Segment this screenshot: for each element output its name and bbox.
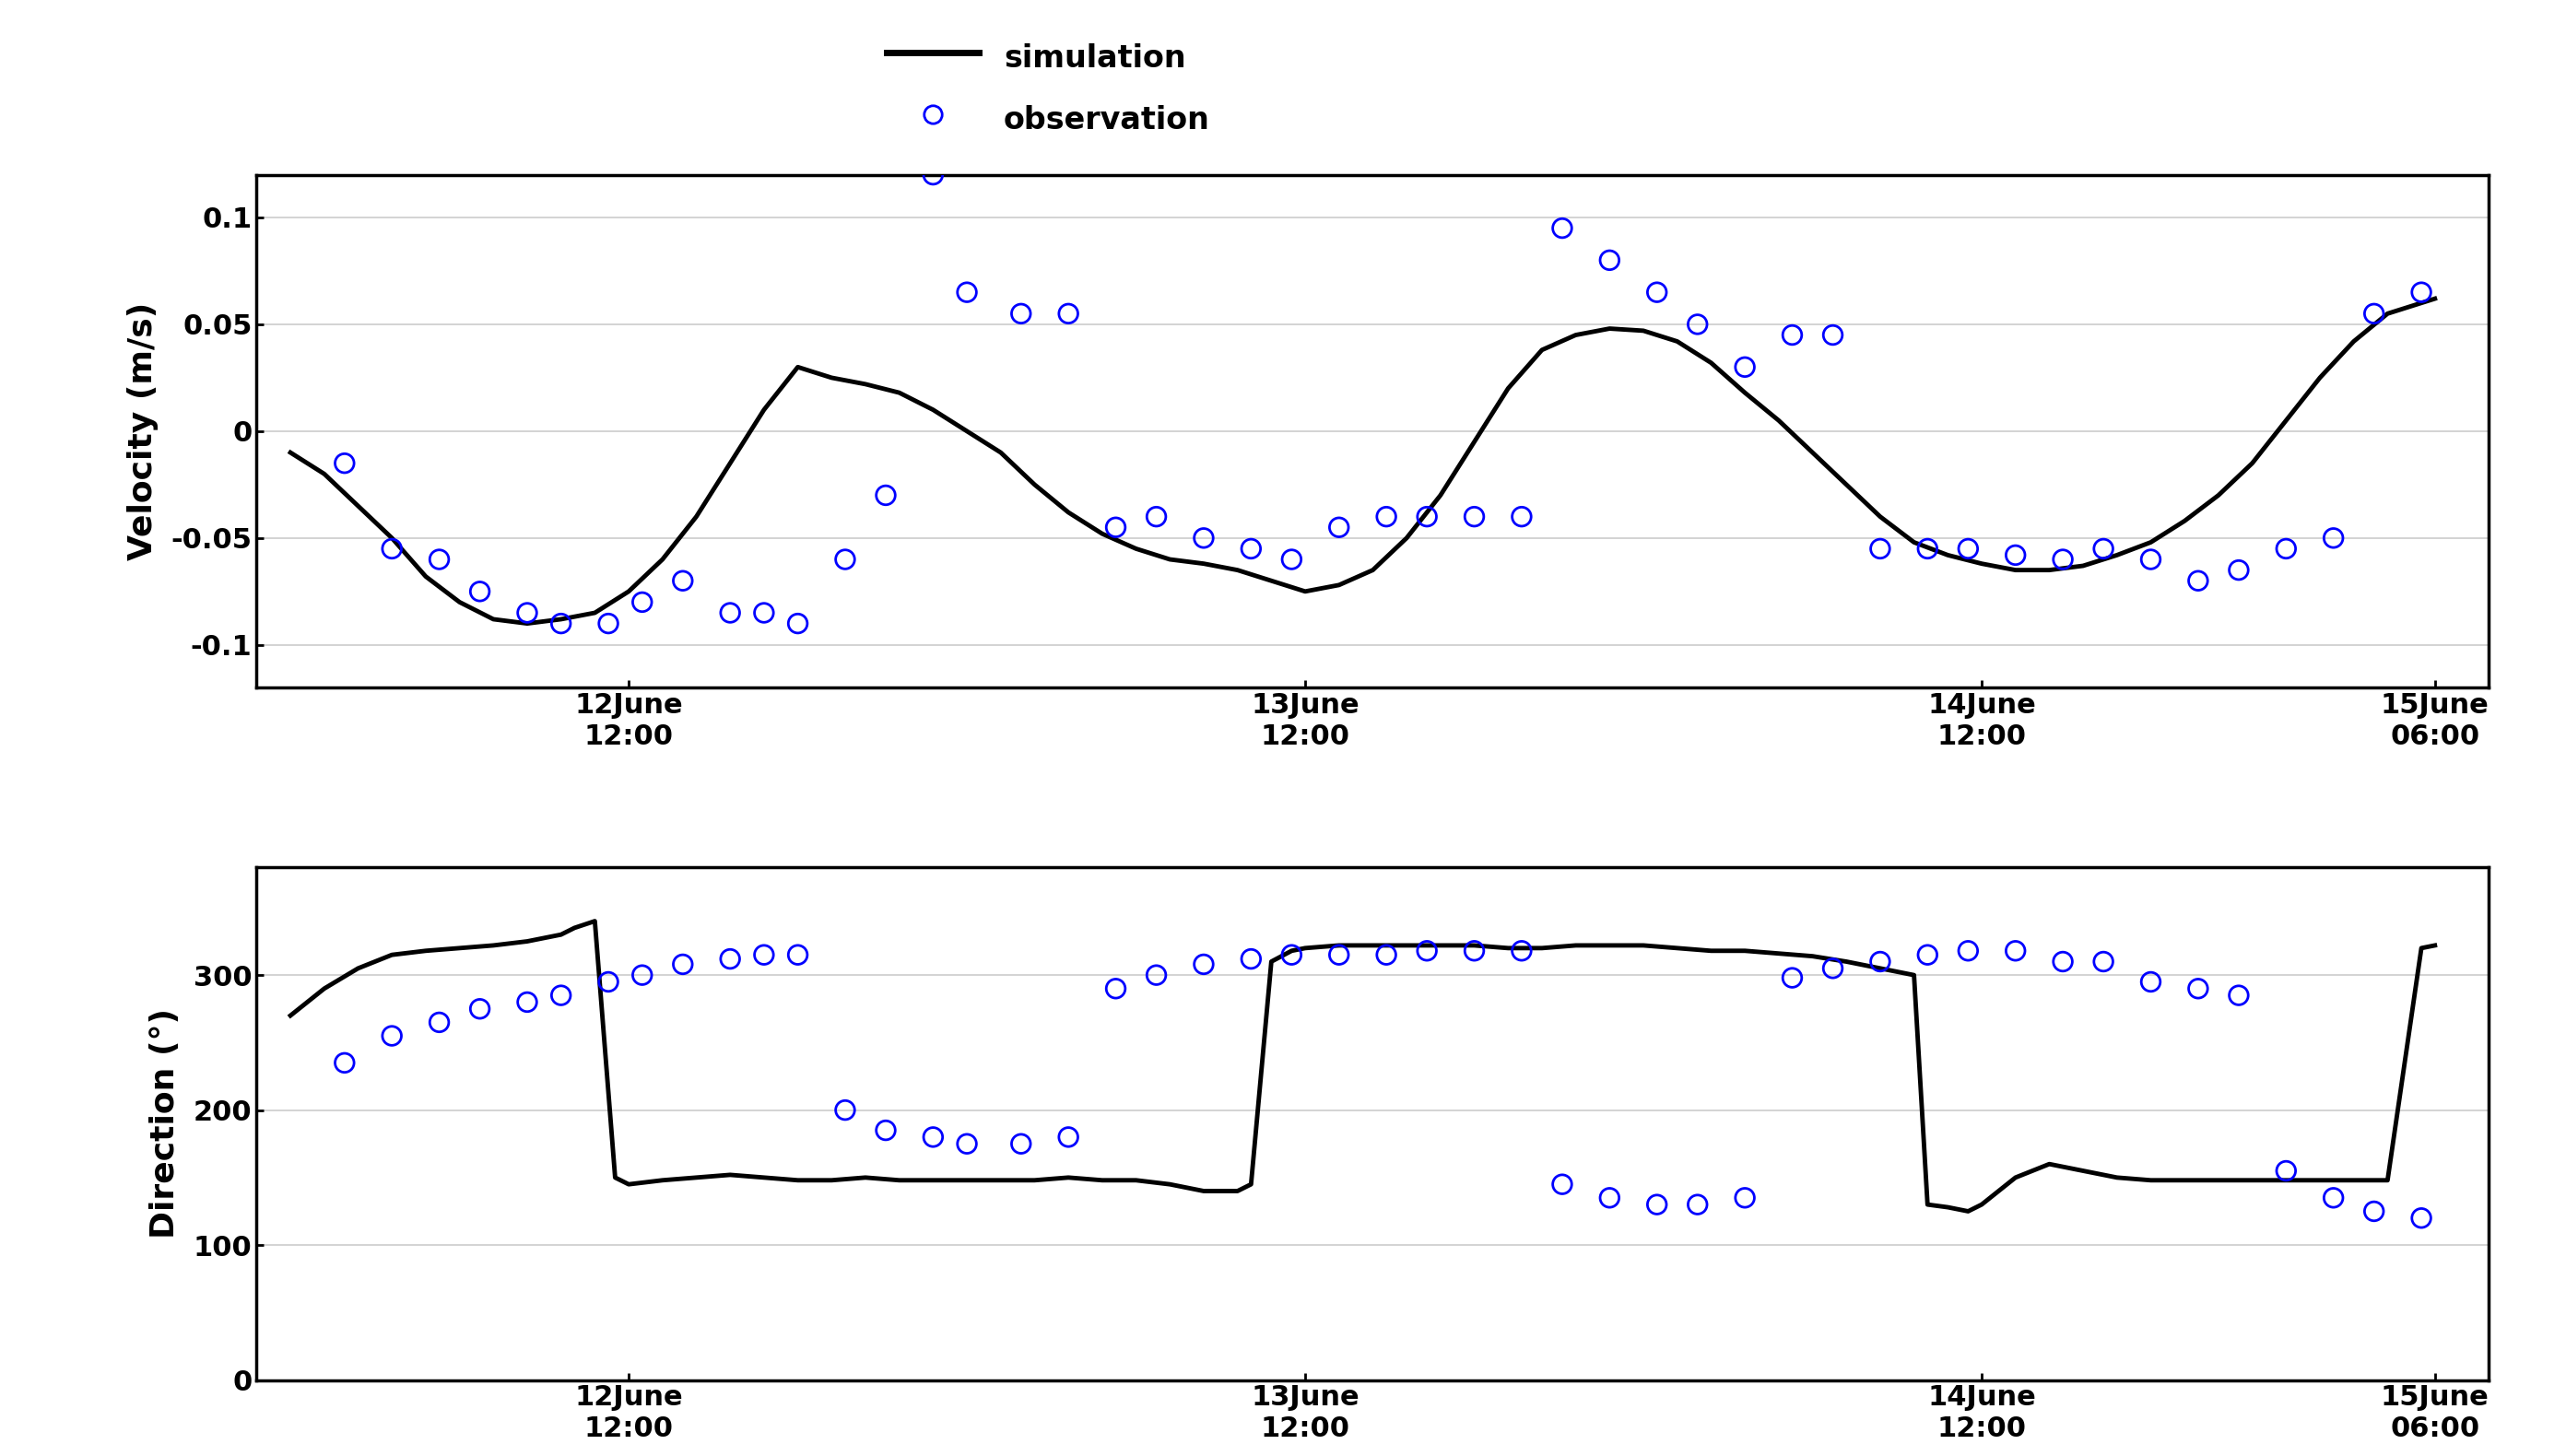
- Point: [1588, 249, 1629, 272]
- Point: [1771, 967, 1812, 990]
- Point: [1183, 952, 1224, 976]
- Point: [418, 547, 459, 571]
- Point: [1542, 1172, 1583, 1195]
- Point: [913, 163, 955, 186]
- Point: [1860, 537, 1901, 561]
- Point: [1406, 939, 1447, 962]
- Point: [1455, 939, 1496, 962]
- Point: [1994, 543, 2035, 566]
- Point: [1771, 323, 1812, 347]
- Point: [1501, 939, 1542, 962]
- Y-axis label: Velocity (m/s): Velocity (m/s): [126, 301, 159, 561]
- Point: [2179, 977, 2220, 1000]
- Point: [711, 601, 752, 625]
- Point: [744, 943, 785, 967]
- Point: [1812, 323, 1853, 347]
- Point: [459, 997, 500, 1021]
- Point: [1542, 217, 1583, 240]
- Point: [1678, 313, 1719, 336]
- Point: [1907, 537, 1948, 561]
- Point: [506, 601, 547, 625]
- Point: [1637, 1192, 1678, 1216]
- Point: [323, 451, 364, 475]
- Point: [662, 569, 703, 593]
- Point: [541, 612, 582, 635]
- Point: [2353, 301, 2394, 325]
- Point: [1047, 1125, 1088, 1149]
- Point: [865, 1118, 906, 1142]
- Point: [2312, 527, 2353, 550]
- Point: [588, 612, 629, 635]
- Point: [2084, 949, 2125, 973]
- Point: [1232, 537, 1273, 561]
- Point: [2217, 984, 2258, 1008]
- Point: [824, 547, 865, 571]
- Point: [2179, 569, 2220, 593]
- Point: [506, 990, 547, 1013]
- Point: [2084, 537, 2125, 561]
- Point: [1678, 1192, 1719, 1216]
- Point: [372, 537, 413, 561]
- Point: [588, 970, 629, 993]
- Point: [947, 281, 988, 304]
- Point: [418, 1010, 459, 1034]
- Point: [777, 943, 819, 967]
- Point: [1096, 977, 1137, 1000]
- Point: [1319, 943, 1360, 967]
- Point: [1047, 301, 1088, 325]
- Point: [1232, 948, 1273, 971]
- Point: [459, 579, 500, 603]
- Point: [2130, 547, 2171, 571]
- Point: [1406, 505, 1447, 529]
- Point: [744, 601, 785, 625]
- Point: [2043, 949, 2084, 973]
- Point: [1096, 515, 1137, 539]
- Point: [1860, 949, 1901, 973]
- Point: [1948, 537, 1989, 561]
- Point: [1724, 1187, 1765, 1210]
- Point: [865, 483, 906, 507]
- Point: [1994, 939, 2035, 962]
- Point: [541, 984, 582, 1008]
- Point: [2043, 547, 2084, 571]
- Point: [1501, 505, 1542, 529]
- Point: [1319, 515, 1360, 539]
- Point: [1365, 505, 1406, 529]
- Point: [2130, 970, 2171, 993]
- Point: [913, 1125, 955, 1149]
- Point: [947, 1133, 988, 1156]
- Point: [1137, 505, 1178, 529]
- Point: [1588, 1187, 1629, 1210]
- Point: [2266, 1159, 2307, 1182]
- Point: [662, 952, 703, 976]
- Point: [372, 1024, 413, 1047]
- Point: [711, 948, 752, 971]
- Point: [1137, 964, 1178, 987]
- Point: [777, 612, 819, 635]
- Point: [2266, 537, 2307, 561]
- Point: [2402, 281, 2443, 304]
- Point: [1948, 939, 1989, 962]
- Point: [621, 964, 662, 987]
- Point: [1724, 355, 1765, 379]
- Y-axis label: Direction (°): Direction (°): [149, 1009, 180, 1239]
- Point: [1001, 1133, 1042, 1156]
- Point: [2312, 1187, 2353, 1210]
- Point: [1907, 943, 1948, 967]
- Point: [824, 1098, 865, 1121]
- Point: [1001, 301, 1042, 325]
- Point: [2217, 559, 2258, 582]
- Point: [1183, 527, 1224, 550]
- Point: [323, 1051, 364, 1075]
- Point: [2353, 1200, 2394, 1223]
- Point: [1270, 547, 1311, 571]
- Point: [1455, 505, 1496, 529]
- Point: [1637, 281, 1678, 304]
- Point: [621, 591, 662, 614]
- Legend: simulation, observation: simulation, observation: [875, 26, 1221, 150]
- Point: [1365, 943, 1406, 967]
- Point: [2402, 1207, 2443, 1230]
- Point: [1270, 943, 1311, 967]
- Point: [1812, 957, 1853, 980]
